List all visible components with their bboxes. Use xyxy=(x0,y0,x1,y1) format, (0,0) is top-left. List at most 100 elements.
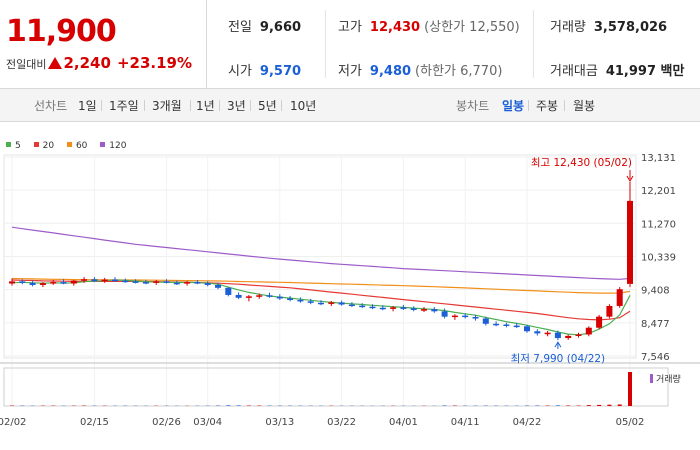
candle-body xyxy=(369,306,376,309)
candle-body xyxy=(9,281,15,284)
candle-body xyxy=(112,279,118,282)
change-value: 2,240 xyxy=(63,54,111,72)
candle-body xyxy=(359,305,366,308)
legend-label: 5 xyxy=(15,141,21,151)
tab-3month[interactable]: 3개월 xyxy=(152,99,182,113)
legend-label: 60 xyxy=(75,141,88,151)
quote-summary: 11,900 전일대비 2,240 +23.19% 전일 9,660 시가 9,570 … xyxy=(0,0,700,89)
candle-body xyxy=(503,324,510,327)
candle-body xyxy=(554,332,561,339)
candle-body xyxy=(328,302,335,304)
candle-body xyxy=(101,279,108,282)
tab-5year[interactable]: 5년 xyxy=(258,99,277,113)
open-value: 9,570 xyxy=(259,64,302,79)
legend-label: 20 xyxy=(42,141,55,151)
volume-bar xyxy=(586,405,591,406)
low-annotation: 최저 7,990 (04/22) xyxy=(511,353,606,365)
legend-swatch xyxy=(33,142,39,147)
tab-separator xyxy=(219,100,220,111)
amount-stat: 거래대금 41,997 백만 xyxy=(550,60,684,79)
up-arrow-icon xyxy=(48,57,63,69)
volume-legend-label: 거래량 xyxy=(656,373,681,385)
candle-body xyxy=(390,307,397,309)
low-label: 저가 xyxy=(338,64,362,79)
candle-body xyxy=(142,282,149,284)
tab-1year[interactable]: 1년 xyxy=(196,99,215,113)
tab-weekly[interactable]: 주봉 xyxy=(536,99,559,113)
low-arrow-icon xyxy=(554,341,562,348)
x-tick-label: 04/01 xyxy=(389,417,418,428)
candle-body xyxy=(585,327,592,335)
legend-label: 120 xyxy=(109,141,127,151)
ma5-line xyxy=(11,279,631,336)
candle-body xyxy=(534,331,541,334)
x-tick-label: 04/11 xyxy=(451,417,480,428)
volume-bar xyxy=(226,405,231,406)
tab-10year[interactable]: 10년 xyxy=(290,99,317,113)
volume-bar xyxy=(555,405,560,406)
volume-stat: 거래량 3,578,026 xyxy=(550,16,667,35)
volume-bar xyxy=(628,372,632,406)
tab-3year[interactable]: 3년 xyxy=(227,99,246,113)
ma20-line xyxy=(11,279,631,321)
candle-body xyxy=(122,280,129,283)
candle-body xyxy=(235,294,242,298)
candle-body xyxy=(29,282,36,285)
high-annotation: 최고 12,430 (05/02) xyxy=(531,157,632,169)
tab-daily[interactable]: 일봉 xyxy=(502,99,525,113)
y-tick-label: 12,201 xyxy=(641,186,676,197)
y-tick-label: 10,339 xyxy=(641,252,676,263)
legend-ma5: 5 xyxy=(6,141,21,151)
legend-ma60: 60 xyxy=(66,141,88,151)
volume-bar xyxy=(617,404,622,406)
volume-bar xyxy=(566,405,571,406)
amount-value: 41,997 백만 xyxy=(605,64,685,79)
candle-body xyxy=(400,307,407,309)
line-chart-label: 선차트 xyxy=(34,99,68,113)
candle-body xyxy=(627,200,633,284)
tab-monthly[interactable]: 월봉 xyxy=(573,99,596,113)
x-tick-label: 03/22 xyxy=(327,417,356,428)
change-rate: +23.19% xyxy=(116,54,192,72)
prev-close-label: 전일 xyxy=(228,20,252,35)
high-stat: 고가 12,430 (상한가 12,550) xyxy=(338,16,520,35)
upper-limit: (상한가 12,550) xyxy=(424,20,520,35)
y-tick-label: 7,546 xyxy=(641,352,670,363)
high-label: 고가 xyxy=(338,20,362,35)
open-stat: 시가 9,570 xyxy=(228,60,301,79)
volume-bar xyxy=(236,405,241,406)
candle-body xyxy=(50,282,57,284)
volume-bar xyxy=(442,405,447,406)
candle-body xyxy=(81,279,88,281)
volume-bar xyxy=(607,404,612,406)
volume-bar xyxy=(597,404,602,406)
legend-swatch xyxy=(6,142,11,147)
candle-body xyxy=(482,318,489,324)
candle-body xyxy=(565,335,572,339)
legend-swatch xyxy=(66,142,72,147)
legend-ma120: 120 xyxy=(100,141,126,151)
tab-separator xyxy=(281,100,282,111)
change-row: 전일대비 2,240 +23.19% xyxy=(6,54,192,72)
prev-close-stat: 전일 9,660 xyxy=(228,16,301,35)
candle-body xyxy=(184,282,191,284)
tab-separator xyxy=(528,100,529,111)
candle-body xyxy=(60,282,67,284)
tab-1week[interactable]: 1주일 xyxy=(109,99,139,113)
x-tick-label: 04/22 xyxy=(513,417,542,428)
low-value: 9,480 xyxy=(369,64,412,79)
low-stat: 저가 9,480 (하한가 6,770) xyxy=(338,60,502,79)
tab-1day[interactable]: 1일 xyxy=(78,99,97,113)
candle-body xyxy=(266,295,273,297)
y-tick-label: 13,131 xyxy=(641,153,676,164)
volume-frame xyxy=(3,367,669,407)
candle-body xyxy=(245,296,252,298)
x-tick-label: 02/26 xyxy=(152,417,181,428)
candle-body xyxy=(132,281,139,283)
candle-body xyxy=(297,299,304,302)
x-tick-label: 02/02 xyxy=(0,417,26,428)
tab-separator xyxy=(190,100,191,111)
candle-body xyxy=(410,308,417,310)
candle-body xyxy=(379,307,386,310)
candle-body xyxy=(513,325,520,328)
